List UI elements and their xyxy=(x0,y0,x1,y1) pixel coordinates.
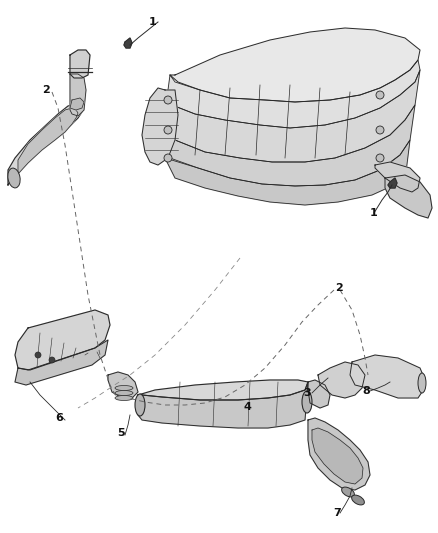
Ellipse shape xyxy=(115,391,133,395)
Polygon shape xyxy=(350,355,425,398)
Circle shape xyxy=(164,154,172,162)
Circle shape xyxy=(35,352,41,358)
Circle shape xyxy=(376,126,384,134)
Polygon shape xyxy=(168,60,420,128)
Polygon shape xyxy=(375,162,420,192)
Circle shape xyxy=(164,96,172,104)
Text: 2: 2 xyxy=(42,85,50,95)
Polygon shape xyxy=(18,108,78,174)
Polygon shape xyxy=(308,380,330,408)
Polygon shape xyxy=(70,50,90,78)
Ellipse shape xyxy=(115,385,133,391)
Ellipse shape xyxy=(135,394,145,416)
Polygon shape xyxy=(138,380,308,400)
Ellipse shape xyxy=(8,168,20,188)
Polygon shape xyxy=(8,104,84,185)
Polygon shape xyxy=(142,88,178,165)
Polygon shape xyxy=(165,105,415,186)
Text: 3: 3 xyxy=(303,388,311,398)
Ellipse shape xyxy=(418,373,426,393)
Polygon shape xyxy=(318,362,365,398)
Polygon shape xyxy=(308,418,370,490)
Text: 8: 8 xyxy=(362,386,370,396)
Polygon shape xyxy=(312,428,363,484)
Text: 1: 1 xyxy=(149,17,157,27)
Text: 1: 1 xyxy=(370,208,378,218)
Ellipse shape xyxy=(342,487,354,497)
Polygon shape xyxy=(15,310,110,370)
Circle shape xyxy=(49,357,55,363)
Text: 2: 2 xyxy=(335,283,343,293)
Text: 4: 4 xyxy=(243,402,251,412)
Text: 7: 7 xyxy=(333,508,341,518)
Polygon shape xyxy=(168,70,420,162)
Polygon shape xyxy=(70,74,86,116)
Polygon shape xyxy=(70,98,84,110)
Ellipse shape xyxy=(302,391,312,413)
Polygon shape xyxy=(170,28,420,102)
Circle shape xyxy=(376,154,384,162)
Ellipse shape xyxy=(115,395,133,400)
Ellipse shape xyxy=(352,495,364,505)
Circle shape xyxy=(164,126,172,134)
Polygon shape xyxy=(138,382,308,428)
Polygon shape xyxy=(108,372,138,398)
Polygon shape xyxy=(165,140,410,205)
Polygon shape xyxy=(388,178,397,188)
Polygon shape xyxy=(385,175,432,218)
Text: 5: 5 xyxy=(117,428,125,438)
Text: 6: 6 xyxy=(55,413,63,423)
Circle shape xyxy=(376,91,384,99)
Polygon shape xyxy=(15,340,108,385)
Polygon shape xyxy=(124,38,132,48)
